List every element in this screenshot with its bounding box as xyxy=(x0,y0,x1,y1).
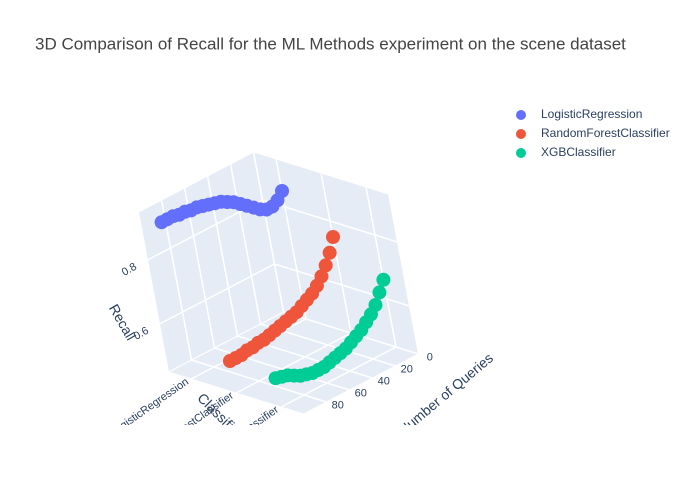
legend-label: RandomForestClassifier xyxy=(541,126,670,140)
grid-line xyxy=(365,186,397,348)
chart-title: 3D Comparison of Recall for the ML Metho… xyxy=(35,34,626,53)
grid-line xyxy=(262,199,398,243)
point xyxy=(376,272,391,287)
point xyxy=(223,354,237,368)
legend-swatch xyxy=(516,148,526,158)
point xyxy=(318,258,333,273)
x-tick-label: 40 xyxy=(378,375,390,387)
point xyxy=(326,230,340,244)
legend-label: XGBClassifier xyxy=(541,145,616,159)
point xyxy=(322,245,337,260)
grid-line xyxy=(229,163,262,325)
legend-swatch xyxy=(516,110,526,120)
grid-line xyxy=(235,332,352,394)
x-tick-label: 60 xyxy=(355,387,367,399)
point xyxy=(268,371,283,386)
legend-label: LogisticRegression xyxy=(541,107,642,121)
grid-line xyxy=(280,346,397,408)
x-tick-label: 20 xyxy=(401,363,413,375)
grid-line xyxy=(159,263,275,325)
legend-swatch xyxy=(516,129,526,139)
legend: LogisticRegression RandomForestClassifier… xyxy=(516,107,670,159)
point xyxy=(372,285,387,300)
scene: 020406080LogisticRegressionRandomForestC… xyxy=(106,151,496,439)
x-tick-label: 80 xyxy=(332,399,344,411)
point xyxy=(154,215,169,230)
x-tick-label: 0 xyxy=(427,351,433,363)
y-tick-label: LogisticRegression xyxy=(108,376,191,439)
grid-line xyxy=(252,151,285,313)
z-tick-label: 0.8 xyxy=(120,261,139,279)
grid-line xyxy=(274,263,410,307)
z-axis-title: Recall xyxy=(106,301,139,343)
